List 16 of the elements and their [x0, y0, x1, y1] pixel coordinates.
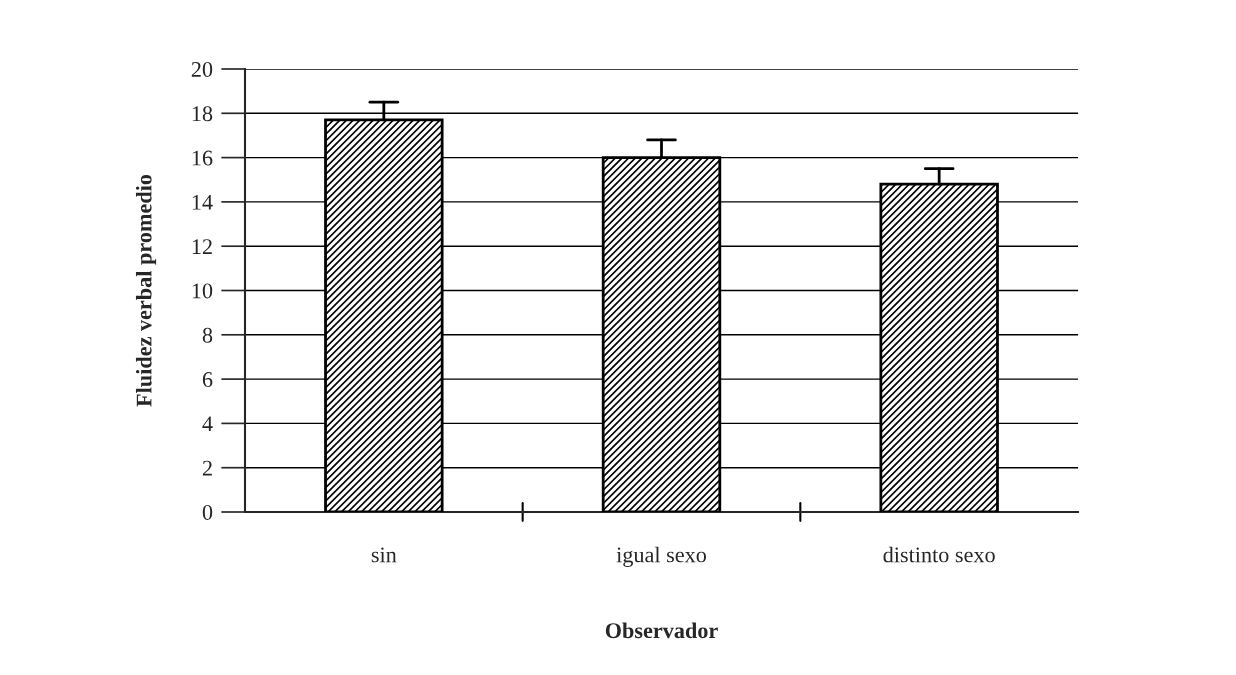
y-tick-label: 6 — [202, 372, 213, 388]
x-tick-label: sin — [371, 547, 397, 563]
y-tick-label: 12 — [192, 239, 212, 254]
y-tick-label: 8 — [202, 327, 213, 343]
y-tick-label: 18 — [192, 106, 213, 122]
y-tick-label: 2 — [202, 460, 212, 476]
y-tick-label: 20 — [191, 61, 213, 77]
y-tick-label: 4 — [202, 416, 213, 432]
y-axis-title: Fluidez verbal promedio — [135, 174, 157, 407]
x-tick-label: distinto sexo — [883, 546, 995, 563]
x-axis-title: Observador — [605, 622, 718, 639]
y-tick-label: 10 — [192, 283, 213, 299]
y-tick-label: 0 — [202, 504, 213, 520]
x-tick-label: igual sexo — [616, 546, 707, 567]
y-tick-label: 16 — [192, 150, 213, 166]
y-tick-label: 14 — [192, 194, 213, 210]
